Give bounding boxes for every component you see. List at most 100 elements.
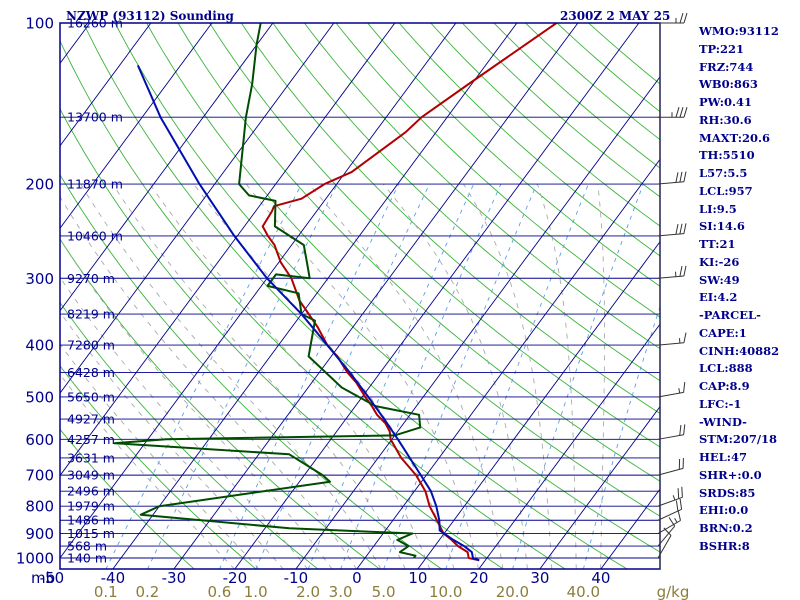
index-item: RH:30.6 <box>699 112 752 127</box>
height-label: 9270 m <box>67 271 115 286</box>
index-item: FRZ:744 <box>699 59 754 74</box>
pressure-tick-label: 900 <box>25 525 54 543</box>
index-item: LFC:-1 <box>699 396 742 411</box>
index-item: SW:49 <box>699 272 740 287</box>
moist-adiabat <box>60 276 309 569</box>
height-label: 5650 m <box>67 389 115 404</box>
dry-adiabat <box>60 173 443 569</box>
index-item: PW:0.41 <box>699 95 753 109</box>
moist-adiabat <box>382 183 528 569</box>
height-label: 1015 m <box>67 526 115 541</box>
mixing-ratio-line <box>219 183 400 569</box>
dry-adiabat <box>461 23 660 198</box>
index-item: EHI:0.0 <box>699 503 749 518</box>
pressure-tick-label: 600 <box>25 431 54 449</box>
height-label: 13700 m <box>67 110 123 125</box>
wind-barb <box>657 510 681 534</box>
pressure-tick-label: 200 <box>25 176 54 194</box>
isotherm <box>60 23 152 147</box>
isotherm <box>60 23 335 394</box>
dry-adiabat <box>60 428 195 569</box>
index-item: -PARCEL- <box>699 308 761 322</box>
isotherm <box>417 241 660 569</box>
moist-adiabat <box>463 183 553 569</box>
index-item: LCL:957 <box>699 183 753 198</box>
mixing-ratio-line <box>307 183 475 569</box>
mixing-ratio-line <box>255 183 430 569</box>
height-label: 6428 m <box>67 365 115 380</box>
height-label: 140 m <box>67 551 107 566</box>
mixing-ratio-label: 0.2 <box>135 583 159 600</box>
isotherm <box>60 23 274 312</box>
index-item: CINH:40882 <box>699 343 780 358</box>
pressure-unit: mb <box>31 569 55 587</box>
dry-adiabat <box>272 23 660 382</box>
temperature-tick-label: -40 <box>101 569 126 587</box>
wind-barb <box>658 12 688 24</box>
moist-adiabat <box>597 184 605 569</box>
moist-adiabat <box>60 195 357 569</box>
index-item: TH:5510 <box>699 148 755 163</box>
wind-barb <box>657 486 683 507</box>
valid-time: 2300Z 2 MAY 25 <box>560 9 670 23</box>
dry-adiabat <box>60 108 504 569</box>
isotherm <box>60 23 213 230</box>
temperature-tick-label: 10 <box>408 569 427 587</box>
isotherm <box>356 158 660 569</box>
background-grid <box>60 23 660 569</box>
isotherm <box>60 23 457 559</box>
height-label: 2496 m <box>67 484 115 499</box>
mixing-ratio-line <box>582 305 660 569</box>
index-item: CAP:8.9 <box>699 379 750 393</box>
wind-barb <box>657 424 686 440</box>
station-title: NZWP (93112) Sounding <box>66 9 234 23</box>
mixing-ratio-unit: g/kg <box>657 583 690 600</box>
height-label: 7280 m <box>67 338 115 353</box>
mixing-ratio-label: 20.0 <box>496 583 529 600</box>
index-item: SI:14.6 <box>699 219 745 234</box>
isotherm <box>539 405 660 569</box>
index-item: WB0:863 <box>699 77 758 92</box>
dry-adiabat <box>493 23 660 169</box>
index-item: LCL:888 <box>699 361 753 376</box>
temperature-profile <box>261 23 558 562</box>
indices-panel: WMO:93112 TP:221 FRZ:744 WB0:863 PW:0.41 RH:3… <box>699 23 779 556</box>
wind-barb <box>657 498 683 521</box>
dry-adiabat <box>430 23 660 227</box>
mixing-ratio-label: 0.6 <box>207 583 231 600</box>
index-item: LI:9.5 <box>699 201 737 216</box>
mixing-ratio-label: 2.0 <box>296 583 320 600</box>
parcel-profile <box>136 65 480 562</box>
index-item: BRN:0.2 <box>699 521 753 535</box>
index-item: STM:207/18 <box>699 432 778 447</box>
dry-adiabat <box>367 23 660 287</box>
moist-adiabat <box>60 238 333 569</box>
index-item: HEL:47 <box>699 450 747 464</box>
dry-adiabat <box>525 23 660 141</box>
mixing-ratio-label: 3.0 <box>329 583 353 600</box>
index-item: KI:-26 <box>699 254 740 269</box>
moist-adiabat <box>193 183 455 569</box>
index-item: TT:21 <box>699 237 736 251</box>
moist-adiabat <box>245 183 480 569</box>
index-item: -WIND- <box>699 414 747 429</box>
dry-adiabat <box>304 23 660 350</box>
pressure-tick-label: 400 <box>25 337 54 355</box>
pressure-tick-label: 300 <box>25 270 54 288</box>
temperature-tick-label: -30 <box>162 569 187 587</box>
temperature-tick-label: 20 <box>469 569 488 587</box>
wind-barb <box>657 265 687 279</box>
wind-barb <box>657 332 687 346</box>
temperature-tick-label: 30 <box>530 569 549 587</box>
isotherm <box>478 323 660 569</box>
isotherm <box>295 76 660 569</box>
height-label: 10460 m <box>67 228 123 243</box>
mixing-ratio-label: 10.0 <box>429 583 462 600</box>
dewpoint-profile <box>113 23 422 559</box>
temperature-tick-label: -50 <box>40 569 65 587</box>
index-item: SHR+:0.0 <box>699 467 762 482</box>
height-label: 11870 m <box>67 177 123 192</box>
dry-adiabat <box>398 23 660 257</box>
mixing-ratio-label: 40.0 <box>567 583 600 600</box>
